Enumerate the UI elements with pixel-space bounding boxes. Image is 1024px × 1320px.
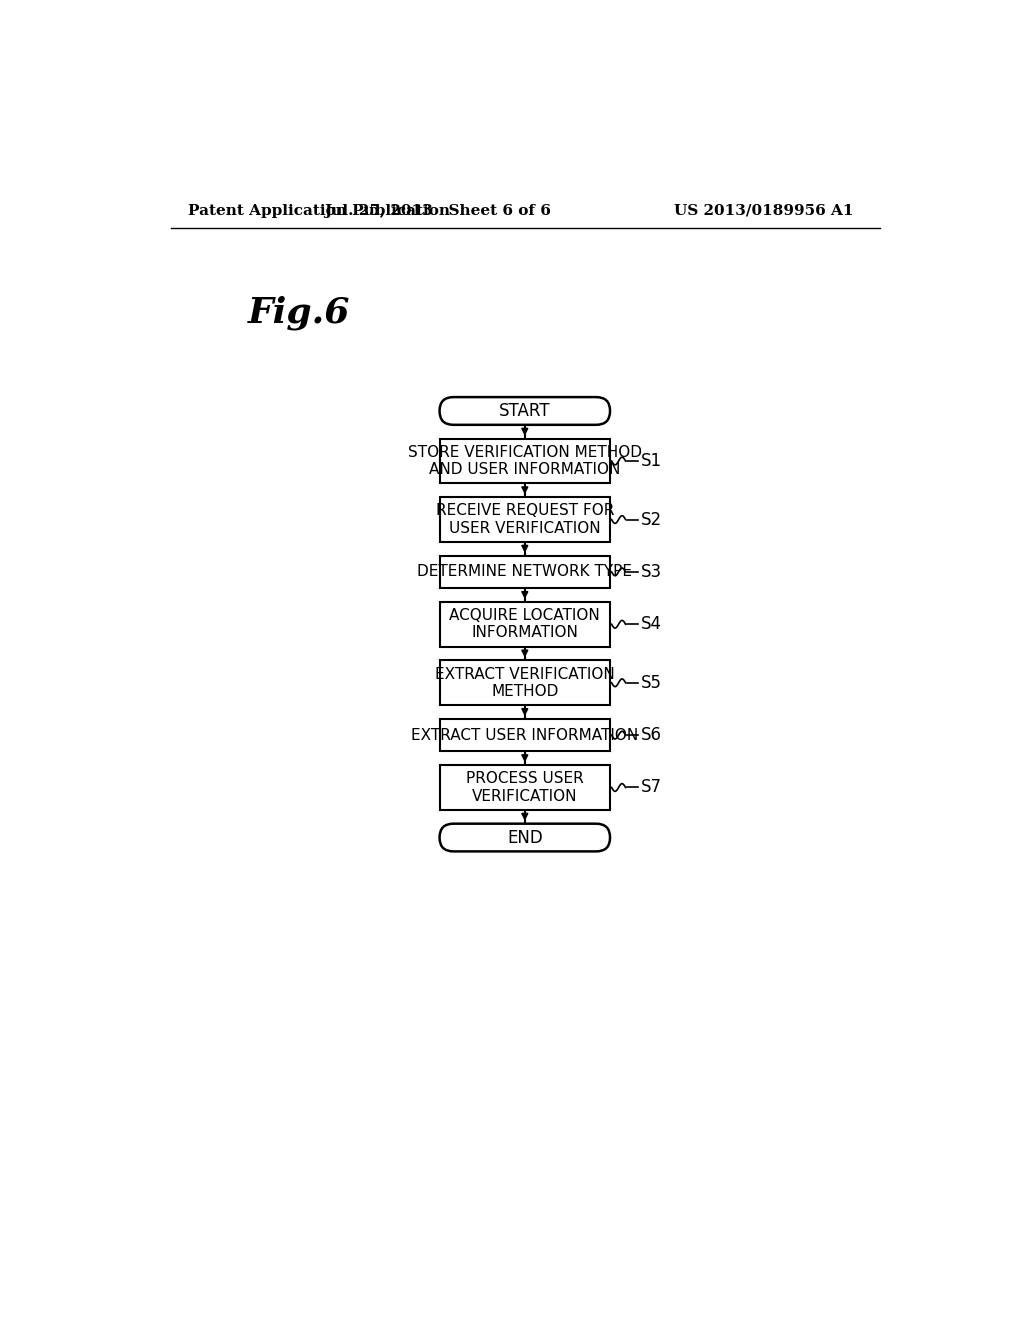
FancyBboxPatch shape [439, 438, 610, 483]
Text: S1: S1 [641, 451, 663, 470]
Text: EXTRACT USER INFORMATION: EXTRACT USER INFORMATION [412, 727, 638, 743]
FancyBboxPatch shape [439, 824, 610, 851]
FancyBboxPatch shape [439, 766, 610, 810]
Text: START: START [499, 403, 551, 420]
FancyBboxPatch shape [439, 719, 610, 751]
FancyBboxPatch shape [439, 498, 610, 543]
Text: EXTRACT VERIFICATION
METHOD: EXTRACT VERIFICATION METHOD [435, 667, 614, 700]
Text: PROCESS USER
VERIFICATION: PROCESS USER VERIFICATION [466, 771, 584, 804]
Text: Jul. 25, 2013   Sheet 6 of 6: Jul. 25, 2013 Sheet 6 of 6 [325, 203, 552, 218]
Text: US 2013/0189956 A1: US 2013/0189956 A1 [674, 203, 853, 218]
Text: S7: S7 [641, 779, 663, 796]
Text: Fig.6: Fig.6 [248, 296, 350, 330]
FancyBboxPatch shape [439, 556, 610, 589]
Text: END: END [507, 829, 543, 846]
Text: S5: S5 [641, 673, 663, 692]
FancyBboxPatch shape [439, 660, 610, 705]
Text: DETERMINE NETWORK TYPE: DETERMINE NETWORK TYPE [418, 565, 632, 579]
FancyBboxPatch shape [439, 602, 610, 647]
Text: STORE VERIFICATION METHOD
AND USER INFORMATION: STORE VERIFICATION METHOD AND USER INFOR… [408, 445, 642, 478]
FancyBboxPatch shape [439, 397, 610, 425]
Text: Patent Application Publication: Patent Application Publication [188, 203, 451, 218]
Text: S2: S2 [641, 511, 663, 528]
Text: RECEIVE REQUEST FOR
USER VERIFICATION: RECEIVE REQUEST FOR USER VERIFICATION [435, 503, 614, 536]
Text: ACQUIRE LOCATION
INFORMATION: ACQUIRE LOCATION INFORMATION [450, 609, 600, 640]
Text: S4: S4 [641, 615, 663, 634]
Text: S6: S6 [641, 726, 663, 744]
Text: S3: S3 [641, 562, 663, 581]
